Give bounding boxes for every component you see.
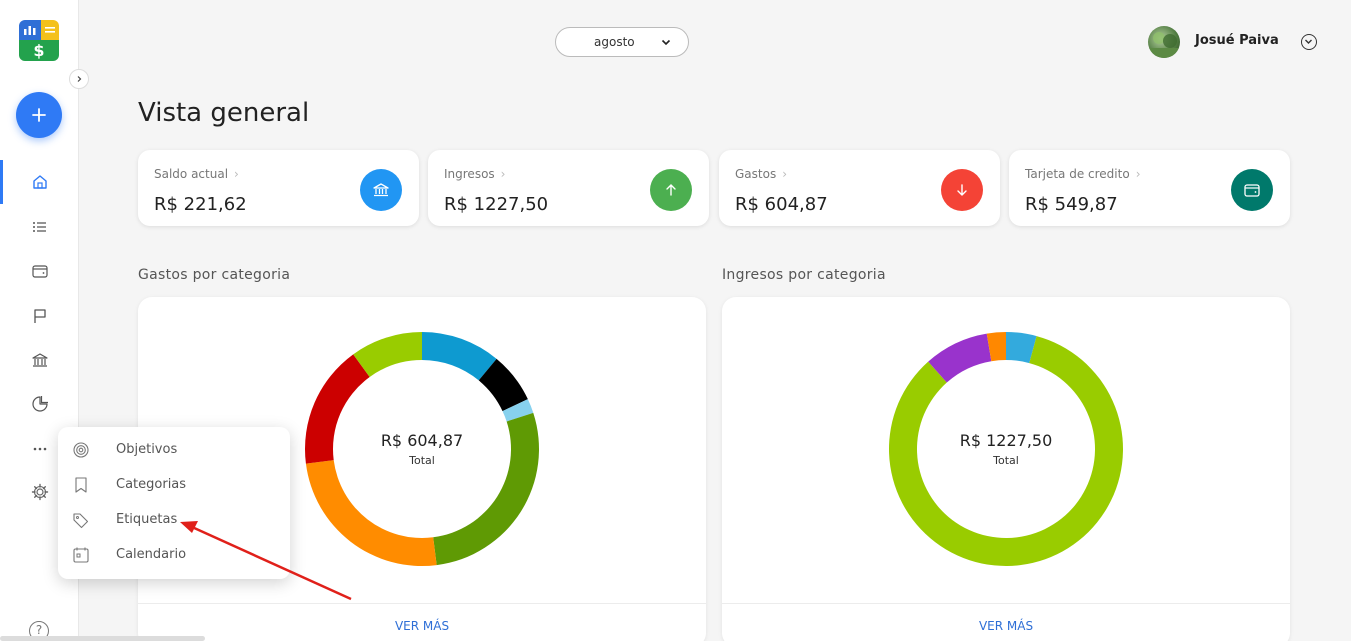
nav-wallet[interactable]: [0, 251, 79, 291]
card-gastos[interactable]: Gastos › R$ 604,87: [719, 150, 1000, 226]
card-label: Saldo actual ›: [154, 167, 239, 181]
nav-settings[interactable]: [0, 472, 79, 512]
nav-accounts[interactable]: [0, 340, 79, 380]
sidebar: $: [0, 0, 79, 641]
more-dots-icon: [33, 447, 46, 451]
user-menu-button[interactable]: [1301, 34, 1317, 50]
expenses-donut-center: R$ 604,87 Total: [304, 431, 540, 467]
bank-icon: [373, 183, 389, 197]
card-icon-badge: [650, 169, 692, 211]
target-icon: [73, 442, 89, 458]
donut-slice-2[interactable]: [928, 333, 992, 383]
income-total-value: R$ 1227,50: [959, 431, 1053, 450]
pie-chart-icon: [31, 396, 48, 412]
donut-slice-2[interactable]: [502, 399, 534, 422]
user-name[interactable]: Josué Paiva: [1195, 33, 1279, 48]
menu-item-label: Calendario: [116, 547, 187, 562]
home-icon: [32, 175, 47, 189]
list-icon: [32, 222, 46, 232]
income-total-label: Total: [993, 454, 1019, 467]
flag-icon: [33, 309, 46, 323]
menu-item-label: Categorias: [116, 477, 187, 492]
expenses-donut-chart: [305, 332, 539, 566]
expand-sidebar-button[interactable]: [69, 69, 89, 89]
expenses-see-more-link[interactable]: VER MÁS: [394, 619, 450, 633]
menu-item-label: Objetivos: [116, 442, 178, 457]
donut-slice-4[interactable]: [305, 460, 437, 566]
card-label: Tarjeta de credito ›: [1025, 167, 1141, 181]
chevron-down-icon: [661, 39, 671, 46]
nav-reports[interactable]: [0, 384, 79, 424]
expenses-section-title: Gastos por categoria: [138, 267, 291, 283]
nav-more[interactable]: [0, 429, 79, 469]
menu-item-objetivos[interactable]: Objetivos: [58, 433, 290, 467]
wallet-icon: [1244, 184, 1260, 197]
page-title: Vista general: [138, 98, 310, 128]
bar-chart-icon: [24, 26, 36, 35]
expenses-total-value: R$ 604,87: [380, 431, 464, 450]
card-tarjeta-credito[interactable]: Tarjeta de credito › R$ 549,87: [1009, 150, 1290, 226]
chevron-down-icon: [1305, 39, 1312, 44]
menu-item-calendario[interactable]: Calendario: [58, 538, 290, 572]
expenses-total-label: Total: [409, 454, 435, 467]
arrow-up-icon: [666, 184, 676, 196]
month-selector-value: agosto: [594, 35, 635, 49]
panel-divider: [722, 603, 1290, 604]
list-lines-icon: [45, 27, 55, 33]
card-label: Gastos ›: [735, 167, 788, 181]
nav-transactions[interactable]: [0, 207, 79, 247]
income-donut-chart: [889, 332, 1123, 566]
donut-slice-5[interactable]: [305, 354, 370, 464]
tag-icon: [73, 513, 89, 529]
nav-home[interactable]: [0, 160, 79, 204]
donut-slice-3[interactable]: [986, 332, 1006, 362]
month-selector[interactable]: agosto: [555, 27, 689, 57]
menu-item-label: Etiquetas: [116, 512, 178, 527]
plus-icon: [32, 108, 46, 122]
income-see-more-link[interactable]: VER MÁS: [978, 619, 1034, 633]
card-ingresos[interactable]: Ingresos › R$ 1227,50: [428, 150, 709, 226]
avatar[interactable]: [1148, 26, 1180, 58]
card-icon-badge: [360, 169, 402, 211]
bank-icon: [31, 353, 48, 367]
gear-icon: [31, 483, 48, 501]
card-value: R$ 221,62: [154, 194, 247, 215]
app-logo[interactable]: $: [19, 20, 59, 61]
avatar-photo: [1148, 32, 1180, 58]
horizontal-scrollbar[interactable]: [0, 636, 205, 641]
income-section-title: Ingresos por categoria: [722, 267, 886, 283]
panel-divider: [138, 603, 706, 604]
income-chart-panel: R$ 1227,50 Total VER MÁS: [722, 297, 1290, 641]
income-donut-center: R$ 1227,50 Total: [888, 431, 1124, 467]
more-menu-popup: Objetivos Categorias Etiquetas Calendari…: [58, 427, 290, 579]
wallet-icon: [31, 265, 48, 278]
add-transaction-button[interactable]: [16, 92, 62, 138]
card-value: R$ 604,87: [735, 194, 828, 215]
menu-item-categorias[interactable]: Categorias: [58, 468, 290, 502]
card-icon-badge: [941, 169, 983, 211]
card-value: R$ 549,87: [1025, 194, 1118, 215]
bookmark-icon: [75, 477, 87, 493]
donut-slice-6[interactable]: [353, 332, 422, 377]
donut-slice-3[interactable]: [433, 412, 539, 566]
nav-goals-flag[interactable]: [0, 296, 79, 336]
arrow-down-icon: [957, 184, 967, 196]
donut-slice-0[interactable]: [1006, 332, 1037, 364]
card-label: Ingresos ›: [444, 167, 506, 181]
menu-item-etiquetas[interactable]: Etiquetas: [58, 503, 290, 537]
donut-slice-1[interactable]: [478, 358, 528, 412]
chevron-right-icon: [77, 76, 82, 82]
calendar-icon: [73, 547, 89, 563]
card-saldo-actual[interactable]: Saldo actual › R$ 221,62: [138, 150, 419, 226]
donut-slice-0[interactable]: [422, 332, 497, 381]
expenses-chart-panel: R$ 604,87 Total VER MÁS: [138, 297, 706, 641]
card-icon-badge: [1231, 169, 1273, 211]
card-value: R$ 1227,50: [444, 194, 549, 215]
